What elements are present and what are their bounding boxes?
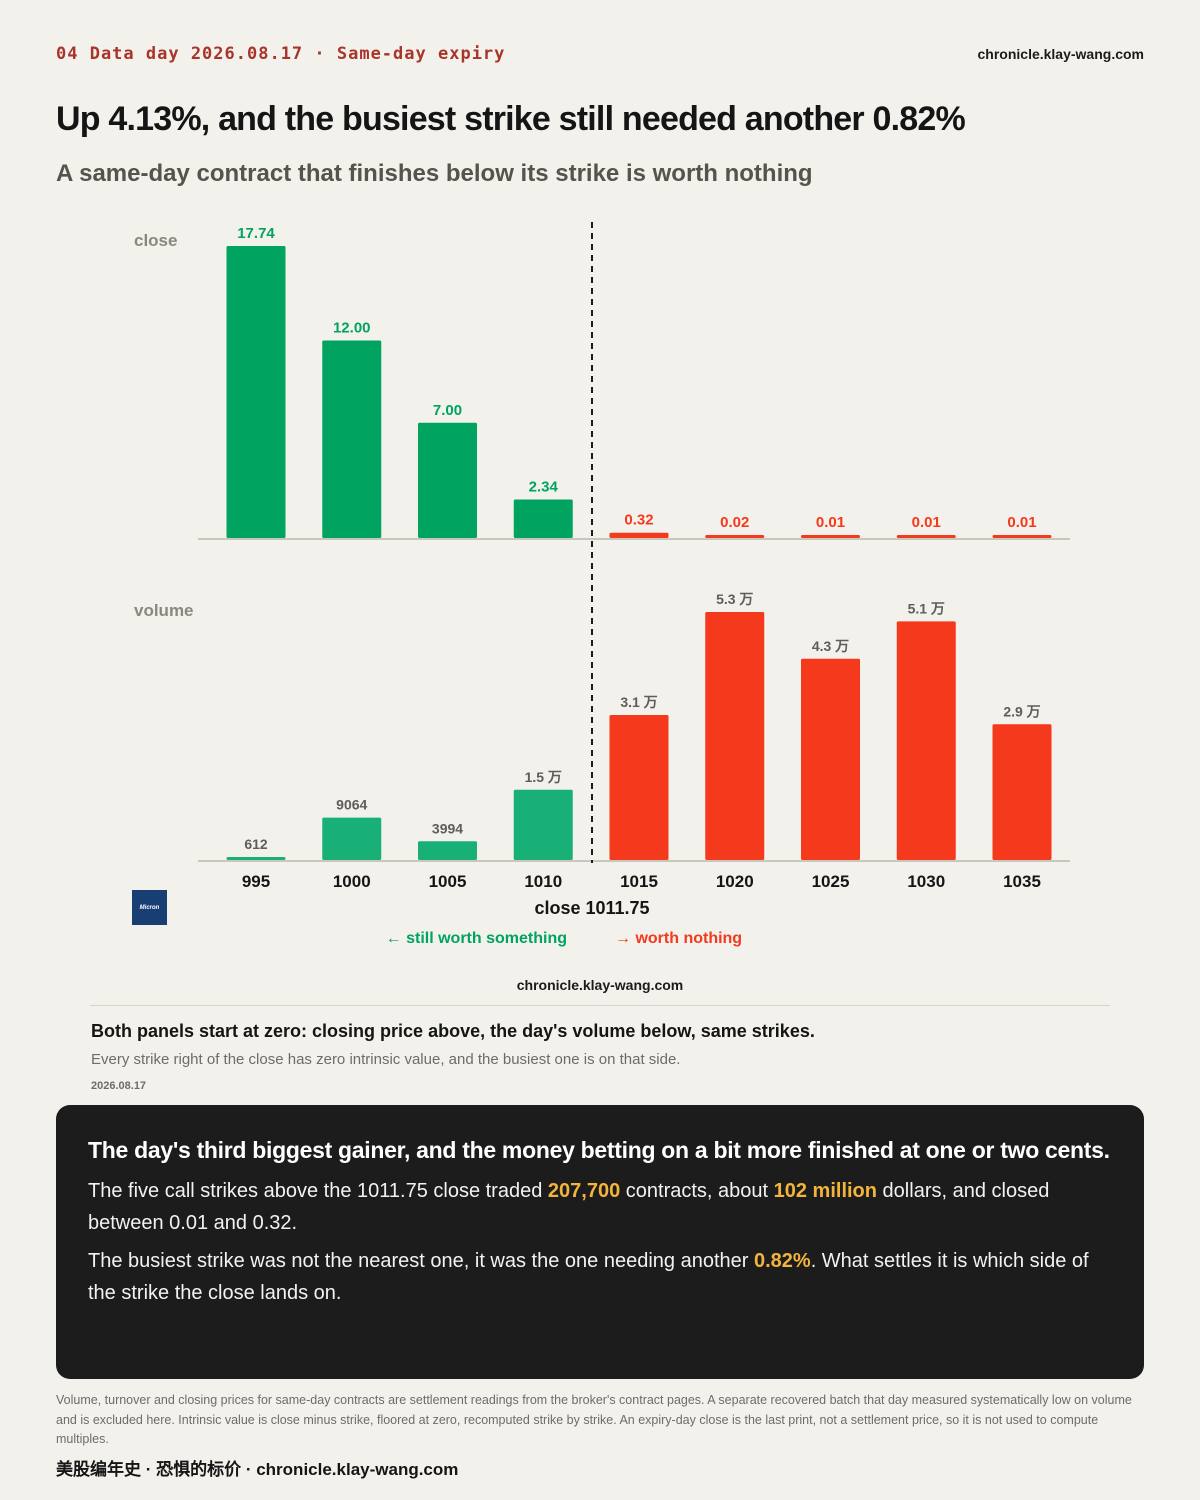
page-subtitle: A same-day contract that finishes below …: [56, 160, 813, 187]
close-label-1015: 0.32: [624, 512, 653, 529]
close-label-1030: 0.01: [912, 514, 941, 531]
volume-bar-995: [226, 857, 286, 860]
summary-text: . What settles it is which side of the s…: [88, 1250, 1089, 1304]
close-bars: 17.74 12.00 7.00 2.34 0.32 0.02 0.01 0.01 0.01: [226, 225, 1052, 538]
summary-text: The five call strikes above the 1011.75 …: [88, 1180, 548, 1202]
page-title: Up 4.13%, and the busiest strike still n…: [56, 100, 966, 138]
close-price-label: close 1011.75: [534, 898, 649, 918]
summary-text: The busiest strike was not the nearest o…: [88, 1250, 754, 1272]
strike-tick-1030: 1030: [907, 872, 945, 891]
site-link-top[interactable]: chronicle.klay-wang.com: [977, 46, 1145, 62]
close-label-1010: 2.34: [529, 478, 559, 495]
kicker: 04 Data day 2026.08.17 · Same-day expiry: [56, 44, 506, 64]
close-label-1005: 7.00: [433, 402, 462, 419]
volume-bar-1015: [609, 714, 669, 860]
volume-bar-1010: [513, 789, 573, 860]
strike-tick-1035: 1035: [1003, 872, 1041, 891]
strike-tick-1005: 1005: [429, 872, 467, 891]
volume-label-1015: 3.1 万: [620, 694, 657, 710]
summary-box: The day's third biggest gainer, and the …: [56, 1105, 1144, 1379]
close-label-1025: 0.01: [816, 514, 845, 531]
volume-label-1035: 2.9 万: [1003, 703, 1040, 719]
divider: [90, 1005, 1110, 1006]
close-label-1035: 0.01: [1007, 514, 1036, 531]
methodology-footnote: Volume, turnover and closing prices for …: [56, 1393, 1132, 1446]
close-label-1020: 0.02: [720, 514, 749, 531]
footer-brand: 美股编年史 · 恐惧的标价 · chronicle.klay-wang.com: [56, 1460, 459, 1479]
summary-paragraph-2: The busiest strike was not the nearest o…: [88, 1245, 1112, 1309]
volume-bars: 612 9064 3994 1.5 万 3.1 万 5.3 万 4.3 万 5.1 万 2.9 …: [226, 591, 1052, 860]
volume-label-1010: 1.5 万: [525, 769, 562, 785]
volume-bar-1020: [705, 612, 765, 860]
strike-tick-1010: 1010: [524, 872, 562, 891]
strike-tick-995: 995: [242, 872, 270, 891]
micron-logo: Micron: [132, 890, 167, 925]
close-bar-1020: [705, 535, 765, 538]
legend-worth-something: ← still worth something: [386, 930, 567, 947]
close-bar-1015: [609, 532, 669, 538]
legend-worth-nothing: → worth nothing: [615, 930, 742, 947]
highlight-dollars: 102 million: [773, 1180, 877, 1202]
volume-label-1030: 5.1 万: [908, 600, 945, 616]
panel-label-close: close: [134, 231, 177, 250]
site-link-chart[interactable]: chronicle.klay-wang.com: [516, 977, 684, 993]
strike-tick-1000: 1000: [333, 872, 371, 891]
volume-label-1000: 9064: [336, 797, 367, 813]
strike-chart: close volume 17.74 12.00 7.00 2.34 0.32 0.02 0…: [134, 222, 1070, 947]
volume-bar-1025: [801, 658, 860, 860]
close-label-995: 17.74: [237, 225, 275, 242]
volume-label-1020: 5.3 万: [716, 591, 753, 607]
chart-note-title: Both panels start at zero: closing price…: [91, 1021, 815, 1041]
close-label-1000: 12.00: [333, 319, 371, 336]
highlight-contracts: 207,700: [547, 1180, 621, 1202]
strike-tick-1020: 1020: [716, 872, 754, 891]
strike-tick-1015: 1015: [620, 872, 658, 891]
close-bar-1005: [418, 422, 477, 538]
volume-bar-1000: [322, 817, 382, 860]
close-bar-1035: [992, 535, 1052, 538]
volume-label-1025: 4.3 万: [812, 638, 849, 654]
volume-bar-1005: [418, 841, 477, 860]
volume-label-995: 612: [244, 836, 268, 852]
volume-bar-1030: [896, 621, 956, 860]
summary-heading: The day's third biggest gainer, and the …: [88, 1137, 1110, 1163]
micron-logo-text: Micron: [139, 904, 160, 911]
close-bar-1025: [801, 535, 860, 538]
volume-label-1005: 3994: [432, 820, 463, 836]
strike-tick-labels: 995 1000 1005 1010 1015 1020 1025 1030 1035: [242, 872, 1041, 891]
strike-tick-1025: 1025: [812, 872, 850, 891]
chart-note-date: 2026.08.17: [91, 1080, 147, 1092]
close-bar-1000: [322, 340, 382, 538]
volume-bar-1035: [992, 724, 1052, 860]
summary-text: dollars, and closed between 0.01 and 0.3…: [88, 1180, 1050, 1234]
panel-label-volume: volume: [134, 601, 194, 620]
summary-paragraph-1: The five call strikes above the 1011.75 …: [88, 1175, 1112, 1239]
close-bar-1010: [513, 499, 573, 538]
close-bar-1030: [896, 535, 956, 538]
chart-note-subtitle: Every strike right of the close has zero…: [91, 1051, 681, 1068]
close-bar-995: [226, 246, 286, 538]
summary-text: contracts, about: [620, 1180, 774, 1202]
highlight-percent: 0.82%: [753, 1250, 811, 1272]
